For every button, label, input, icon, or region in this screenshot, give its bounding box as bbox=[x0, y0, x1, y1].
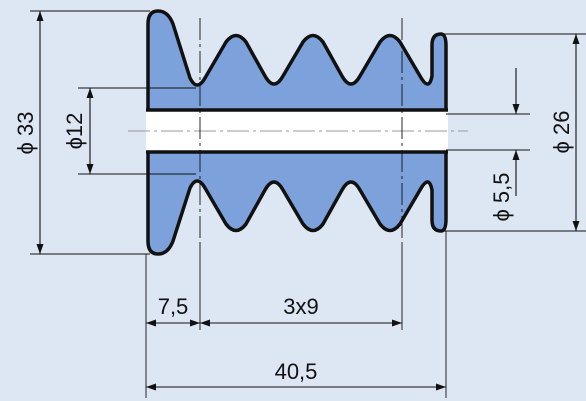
label-total-length: 40,5 bbox=[275, 359, 318, 384]
label-bore-diameter: ϕ12 bbox=[62, 113, 87, 150]
label-inner-diameter: ϕ 26 bbox=[549, 111, 574, 154]
label-first-segment: 7,5 bbox=[158, 294, 189, 319]
label-outer-diameter: ϕ 33 bbox=[13, 112, 38, 155]
label-wall-diameter: ϕ 5,5 bbox=[489, 172, 514, 221]
label-pitch: 3x9 bbox=[283, 294, 318, 319]
